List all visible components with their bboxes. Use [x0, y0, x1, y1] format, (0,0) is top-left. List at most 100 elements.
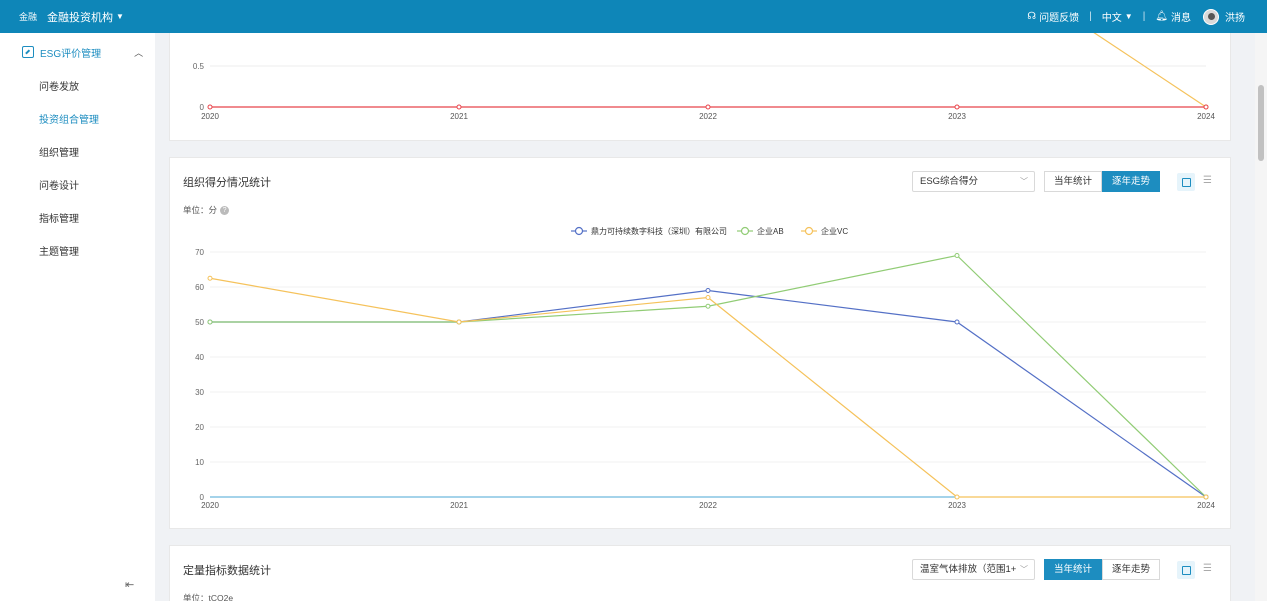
- brand-logo-text: 金融: [19, 12, 38, 22]
- legend-swatch-marker: [740, 226, 750, 236]
- metric-select[interactable]: ESG综合得分 ﹀: [912, 171, 1035, 192]
- messages-link[interactable]: 🔔︎ 消息: [1155, 9, 1191, 24]
- y-tick-label: 70: [195, 248, 204, 257]
- x-tick-label: 2024: [1197, 112, 1215, 121]
- yearly-trend-button[interactable]: 逐年走势: [1102, 559, 1160, 580]
- indicator-select[interactable]: 温室气体排放（范围1+ ﹀: [912, 559, 1035, 580]
- y-tick-label: 40: [195, 353, 204, 362]
- card-title: 定量指标数据统计: [183, 565, 271, 577]
- language-switcher[interactable]: 中文 ▼: [1102, 9, 1133, 24]
- y-tick-label: 50: [195, 318, 204, 327]
- y-tick-label: 0: [200, 103, 205, 112]
- sidebar-item-portfolio-management[interactable]: 投资组合管理: [39, 115, 99, 126]
- help-icon[interactable]: ?: [220, 205, 230, 215]
- metric-select-value: ESG综合得分: [920, 176, 979, 187]
- sidebar-item-questionnaire-design[interactable]: 问卷设计: [39, 181, 79, 192]
- sidebar-item-questionnaire-distribution[interactable]: 问卷发放: [39, 82, 79, 93]
- card-title: 组织得分情况统计: [183, 177, 271, 189]
- org-name: 金融投资机构: [47, 11, 114, 24]
- x-tick-label: 2022: [699, 112, 717, 121]
- feedback-link[interactable]: ☊ 问题反馈: [1027, 9, 1079, 24]
- user-menu[interactable]: 洪扬: [1203, 8, 1245, 25]
- data-point: [954, 104, 960, 110]
- legend-swatch-marker: [804, 226, 814, 236]
- data-point: [1203, 494, 1209, 500]
- current-year-button[interactable]: 当年统计: [1044, 559, 1102, 580]
- sidebar-item-organization-management[interactable]: 组织管理: [39, 148, 79, 159]
- org-switcher[interactable]: 金融投资机构 ▼: [47, 9, 124, 25]
- y-tick-label: 60: [195, 283, 204, 292]
- data-point: [456, 319, 462, 325]
- stat-mode-toggle: 当年统计 逐年走势: [1044, 559, 1160, 580]
- stat-mode-toggle: 当年统计 逐年走势: [1044, 171, 1160, 192]
- unit-text: 单位：tCO2e: [183, 593, 234, 601]
- data-point: [1203, 104, 1209, 110]
- headset-icon: ☊: [1027, 11, 1037, 22]
- caret-down-icon: ▼: [116, 12, 124, 21]
- series-line: [209, 277, 1206, 498]
- x-tick-label: 2024: [1197, 501, 1215, 510]
- y-tick-label: 20: [195, 423, 204, 432]
- list-view-icon[interactable]: ☰: [1203, 175, 1212, 186]
- legend-swatch-marker: [574, 226, 584, 236]
- sidebar-item-theme-management[interactable]: 主题管理: [39, 247, 79, 258]
- unit-text: 单位：分: [183, 205, 218, 215]
- menu-group-label: ESG评价管理: [40, 48, 102, 60]
- menu-group-esg[interactable]: ESG评价管理 ︿: [0, 33, 155, 71]
- collapse-sidebar-icon[interactable]: ⇤: [125, 579, 135, 591]
- y-tick-label: 0.5: [193, 62, 205, 71]
- data-point: [207, 275, 213, 281]
- messages-label: 消息: [1171, 13, 1191, 24]
- quant-indicator-card: 定量指标数据统计 单位：tCO2e 温室气体排放（范围1+ ﹀ 当年统计 逐年走…: [169, 545, 1231, 601]
- org-score-line-chart: 0 10 20 30 40 50 60 70 2020 2021 2022 2023 2024 鼎力可持续…: [195, 226, 1215, 510]
- chart-view-icon[interactable]: [1177, 561, 1195, 579]
- top-line-chart: 0 0.5 2020 2021 2022 2023 2024: [193, 27, 1215, 121]
- data-point: [705, 303, 711, 309]
- org-score-card: 组织得分情况统计 单位：分 ? ESG综合得分 ﹀ 当年统计 逐年走势 ☰ 0 1…: [169, 157, 1231, 529]
- caret-down-icon: ▼: [1124, 12, 1133, 21]
- divider: |: [1142, 11, 1146, 22]
- page-scrollbar[interactable]: [1255, 33, 1267, 601]
- sidebar-item-indicator-management[interactable]: 指标管理: [39, 214, 79, 225]
- chevron-down-icon: ﹀: [1020, 565, 1028, 574]
- y-tick-label: 10: [195, 458, 204, 467]
- y-tick-label: 0: [200, 493, 205, 502]
- x-tick-label: 2021: [450, 112, 468, 121]
- y-tick-label: 30: [195, 388, 204, 397]
- data-point: [954, 319, 960, 325]
- x-tick-label: 2023: [948, 112, 966, 121]
- legend-label: 鼎力可持续数字科技（深圳）有限公司: [591, 226, 727, 236]
- chart-view-icon[interactable]: [1177, 173, 1195, 191]
- chevron-down-icon: ﹀: [1020, 177, 1028, 186]
- indicator-select-value: 温室气体排放（范围1+: [920, 564, 1017, 575]
- x-tick-label: 2020: [201, 112, 219, 121]
- data-point: [207, 319, 213, 325]
- legend-label: 企业AB: [757, 226, 784, 236]
- unit-label: 单位：分 ?: [183, 204, 230, 216]
- data-point: [456, 104, 462, 110]
- avatar: [1203, 8, 1219, 25]
- divider: |: [1089, 11, 1092, 22]
- data-point: [954, 253, 960, 258]
- x-tick-label: 2021: [450, 501, 468, 510]
- scrollbar-thumb[interactable]: [1258, 85, 1264, 161]
- data-point: [705, 295, 711, 300]
- chart-card-top: 0 0.5 2020 2021 2022 2023 2024: [169, 27, 1231, 141]
- x-tick-label: 2020: [201, 501, 219, 510]
- x-tick-label: 2022: [699, 501, 717, 510]
- yearly-trend-button[interactable]: 逐年走势: [1102, 171, 1160, 192]
- language-label: 中文: [1101, 13, 1122, 24]
- bell-icon: 🔔︎: [1155, 11, 1168, 22]
- list-view-icon[interactable]: ☰: [1203, 563, 1212, 574]
- current-year-button[interactable]: 当年统计: [1044, 171, 1102, 192]
- chevron-up-icon: ︿: [134, 47, 144, 58]
- feedback-label: 问题反馈: [1039, 13, 1080, 24]
- x-tick-label: 2023: [948, 501, 966, 510]
- top-actions: ☊ 问题反馈 | 中文 ▼ | 🔔︎ 消息 洪扬: [1027, 0, 1245, 33]
- user-name: 洪扬: [1225, 13, 1245, 24]
- series-line: [1086, 27, 1207, 108]
- sidebar: ESG评价管理 ︿ 问卷发放 投资组合管理 组织管理 问卷设计 指标管理 主题管…: [0, 33, 155, 601]
- data-point: [705, 288, 711, 293]
- edit-document-icon: [22, 46, 34, 58]
- top-navbar: 金融 金融投资机构 ▼ ☊ 问题反馈 | 中文 ▼ | 🔔︎ 消息 洪扬: [0, 0, 1267, 33]
